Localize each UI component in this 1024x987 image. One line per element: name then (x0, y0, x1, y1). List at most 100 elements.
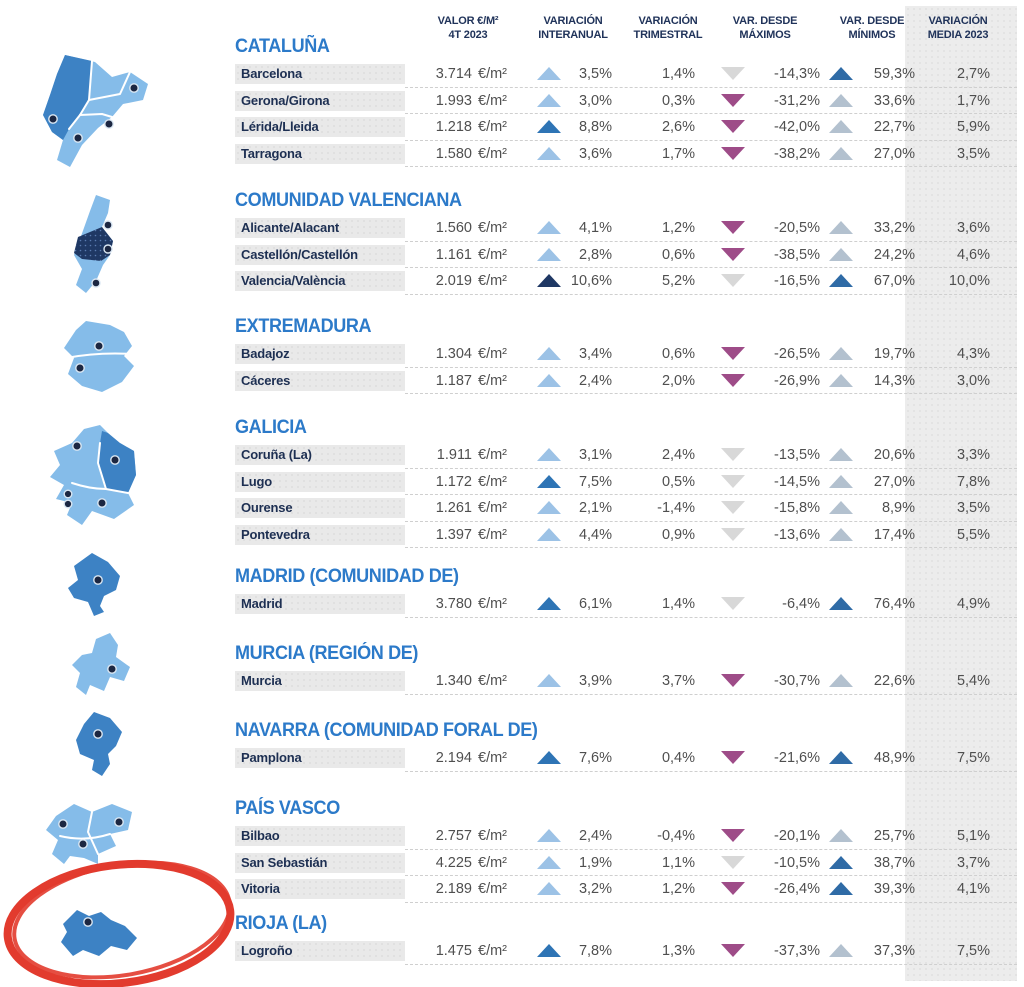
trend-icon-holder (828, 751, 854, 769)
triangle-up-icon (537, 247, 561, 261)
interanual-value: 2,1% (578, 500, 612, 516)
row-separator (405, 166, 1017, 167)
media-2023-value: 7,8% (956, 473, 990, 490)
trimestral-value: 2,0% (661, 372, 695, 389)
triangle-up-icon (537, 829, 561, 842)
triangle-down-icon (721, 855, 745, 869)
value-unit: €/m² (478, 119, 507, 135)
media-2023-value: 4,3% (956, 346, 990, 362)
trend-icon-holder (536, 146, 562, 165)
triangle-up-icon (829, 93, 853, 107)
region-title: COMUNIDAD VALENCIANA (235, 190, 462, 211)
row-separator (405, 293, 1017, 295)
row-separator (405, 113, 1017, 114)
desde-minimos-value: 20,6% (873, 447, 915, 463)
trend-icon-holder (536, 274, 562, 292)
value-eur-m2: 1.187 (435, 372, 472, 389)
desde-maximos-value: -16,5% (774, 273, 820, 289)
value-eur-m2: 1.304 (435, 346, 472, 362)
trend-icon-holder (536, 751, 562, 769)
interanual-value: 3,6% (578, 145, 612, 162)
trend-icon-holder (828, 146, 854, 165)
trimestral-value: 0,6% (661, 346, 695, 362)
trimestral-value: 1,2% (661, 881, 695, 897)
media-2023-value: 3,0% (956, 372, 990, 389)
triangle-down-icon (721, 501, 745, 514)
desde-maximos-value: -6,4% (782, 596, 820, 612)
trend-icon-holder (828, 944, 854, 962)
map-murcia (72, 633, 130, 695)
desde-maximos-value: -26,9% (774, 372, 820, 389)
trend-icon-holder (536, 882, 562, 900)
desde-maximos-value: -10,5% (774, 854, 820, 871)
triangle-up-icon (829, 597, 853, 610)
trend-icon-holder (720, 944, 746, 962)
region-title: EXTREMADURA (235, 316, 372, 337)
trend-icon-holder (828, 247, 854, 266)
value-unit: €/m² (478, 673, 507, 689)
triangle-down-icon (721, 93, 745, 107)
city-dot-san-sebastian (114, 817, 124, 827)
value-eur-m2: 3.780 (435, 596, 472, 612)
trimestral-value: 0,4% (661, 750, 695, 766)
desde-maximos-value: -42,0% (774, 119, 820, 135)
table-row: Logroño 1.475 €/m² 7,8% 1,3% -37,3% 37,3% 7,5% (235, 938, 1017, 965)
trend-icon-holder (536, 67, 562, 85)
column-header-minimos: VAR. DESDE MÍNIMOS (817, 14, 927, 43)
desde-maximos-value: -14,3% (774, 66, 820, 82)
triangle-up-icon (829, 448, 853, 461)
trend-icon-holder (828, 474, 854, 493)
table-row: Pamplona 2.194 €/m² 7,6% 0,4% -21,6% 48,9% 7,5% (235, 745, 1017, 772)
value-eur-m2: 1.580 (435, 145, 472, 162)
trend-icon-holder (720, 247, 746, 266)
region-title: NAVARRA (COMUNIDAD FORAL DE) (235, 720, 538, 741)
city-dot-tarragona (73, 133, 83, 143)
trend-icon-holder (536, 474, 562, 493)
media-2023-value: 5,1% (956, 828, 990, 844)
value-eur-m2: 2.019 (435, 273, 472, 289)
header-line: MÍNIMOS (848, 29, 896, 42)
trend-icon-holder (720, 347, 746, 365)
media-2023-value: 7,5% (956, 750, 990, 766)
trend-icon-holder (536, 120, 562, 138)
triangle-up-icon (537, 67, 561, 80)
interanual-value: 1,9% (578, 854, 612, 871)
triangle-up-icon (537, 855, 561, 869)
trend-icon-holder (720, 855, 746, 874)
value-eur-m2: 1.475 (435, 943, 472, 959)
triangle-up-icon (537, 347, 561, 360)
municipality-label: Badajoz (235, 344, 405, 364)
triangle-down-icon (721, 120, 745, 133)
table-row: Tarragona 1.580 €/m² 3,6% 1,7% -38,2% 27,0% 3,5… (235, 141, 1017, 167)
media-2023-value: 7,5% (956, 943, 990, 959)
triangle-down-icon (721, 373, 745, 387)
trimestral-value: 2,6% (661, 119, 695, 135)
trend-icon-holder (720, 501, 746, 519)
triangle-up-icon (537, 221, 561, 234)
desde-maximos-value: -20,1% (774, 828, 820, 844)
media-2023-value: 5,4% (956, 673, 990, 689)
table-row: San Sebastián 4.225 €/m² 1,9% 1,1% -10,5% 38,7… (235, 850, 1017, 876)
media-2023-value: 5,9% (956, 119, 990, 135)
trend-icon-holder (536, 347, 562, 365)
triangle-down-icon (721, 527, 745, 541)
row-separator (405, 693, 1017, 695)
trend-icon-holder (536, 674, 562, 692)
table-row: Madrid 3.780 €/m² 6,1% 1,4% -6,4% 76,4% 4,9% (235, 591, 1017, 618)
triangle-down-icon (721, 67, 745, 80)
municipality-label: Pamplona (235, 748, 405, 768)
desde-maximos-value: -38,2% (774, 145, 820, 162)
triangle-up-icon (829, 674, 853, 687)
header-line: MÁXIMOS (739, 29, 791, 42)
city-dot-madrid (93, 575, 103, 585)
triangle-up-icon (537, 597, 561, 610)
row-separator (405, 393, 1017, 394)
red-circle-annotation (3, 859, 235, 987)
city-dot-lugo (110, 455, 120, 465)
trend-icon-holder (536, 501, 562, 519)
interanual-value: 10,6% (570, 273, 612, 289)
value-eur-m2: 1.397 (435, 526, 472, 543)
trimestral-value: 1,4% (661, 66, 695, 82)
triangle-up-icon (829, 146, 853, 160)
value-unit: €/m² (478, 92, 507, 109)
